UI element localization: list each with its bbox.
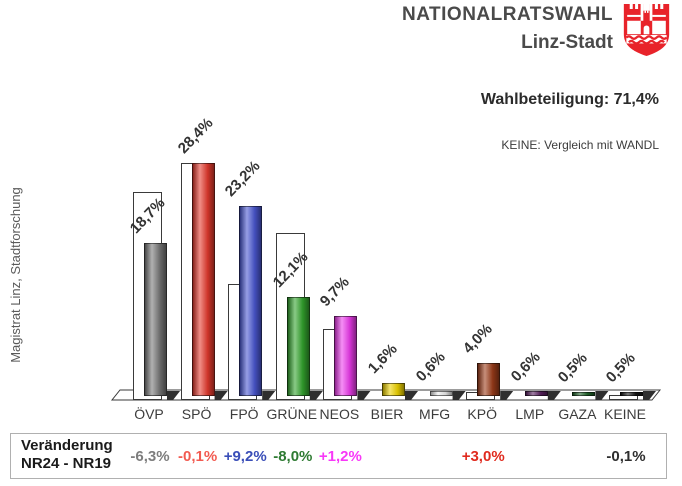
x-axis-label-kpö: KPÖ bbox=[467, 406, 497, 422]
change-value-neos: +1,2% bbox=[318, 448, 362, 465]
bar-neos-nr24 bbox=[334, 316, 358, 396]
x-axis-label-mfg: MFG bbox=[419, 406, 451, 422]
x-axis-label-grüne: GRÜNE bbox=[266, 406, 318, 422]
x-axis-label-neos: NEOS bbox=[319, 406, 360, 422]
crest-water-waves bbox=[625, 35, 668, 45]
linz-coat-of-arms-icon bbox=[623, 3, 670, 57]
change-table-label-line1: Veränderung bbox=[21, 437, 113, 454]
bar-övp-nr24 bbox=[144, 243, 167, 396]
bar-shadow bbox=[452, 391, 466, 400]
bar-shadow bbox=[309, 391, 323, 400]
crest-castle-cutouts bbox=[626, 3, 667, 44]
x-axis-label-bier: BIER bbox=[370, 406, 404, 422]
bar-shadow bbox=[500, 391, 514, 400]
change-table-label-line2: NR24 - NR19 bbox=[21, 455, 112, 472]
bar-keine-nr24 bbox=[620, 392, 643, 396]
comparison-note: KEINE: Vergleich mit WANDL bbox=[501, 138, 659, 152]
page-title: NATIONALRATSWAHL bbox=[402, 4, 613, 25]
change-value-fpö: +9,2% bbox=[223, 448, 267, 465]
bar-lmp-nr24 bbox=[524, 391, 548, 396]
turnout-label: Wahlbeteiligung: bbox=[480, 91, 610, 108]
bar-kpö-nr24 bbox=[477, 363, 501, 396]
bar-shadow bbox=[262, 391, 276, 400]
bar-shadow bbox=[643, 391, 656, 400]
change-value-övp: -6,3% bbox=[130, 448, 170, 465]
bar-spö-nr24 bbox=[191, 163, 215, 396]
change-value-kpö: +3,0% bbox=[461, 448, 505, 465]
turnout-line: Wahlbeteiligung: 71,4% bbox=[481, 91, 659, 109]
bar-grüne-nr24 bbox=[286, 297, 310, 396]
x-axis-label-keine: KEINE bbox=[603, 406, 646, 422]
x-axis-label-övp: ÖVP bbox=[134, 406, 164, 422]
bar-shadow bbox=[214, 391, 228, 400]
bar-mfg-nr24 bbox=[429, 391, 453, 396]
x-axis-label-fpö: FPÖ bbox=[229, 406, 259, 422]
change-value-grüne: -8,0% bbox=[273, 448, 313, 465]
change-table-label: Veränderung NR24 - NR19 bbox=[21, 437, 113, 473]
change-table: Veränderung NR24 - NR19 -6,3% -0,1% +9,2% -… bbox=[10, 433, 667, 479]
bar-shadow bbox=[595, 391, 609, 400]
bar-shadow bbox=[167, 391, 180, 400]
bar-shadow bbox=[547, 391, 561, 400]
change-value-keine: -0,1% bbox=[606, 448, 646, 465]
page-subtitle: Linz-Stadt bbox=[521, 32, 613, 53]
bar-shadow bbox=[405, 391, 418, 400]
bar-bier-nr24 bbox=[382, 383, 405, 396]
change-value-spö: -0,1% bbox=[178, 448, 218, 465]
x-axis-label-lmp: LMP bbox=[515, 406, 545, 422]
turnout-value: 71,4% bbox=[613, 91, 659, 108]
x-axis-label-gaza: GAZA bbox=[558, 406, 597, 422]
x-axis-label-spö: SPÖ bbox=[181, 406, 212, 422]
bar-fpö-nr24 bbox=[239, 206, 263, 396]
bar-gaza-nr24 bbox=[572, 392, 596, 396]
bar-shadow bbox=[357, 391, 371, 400]
